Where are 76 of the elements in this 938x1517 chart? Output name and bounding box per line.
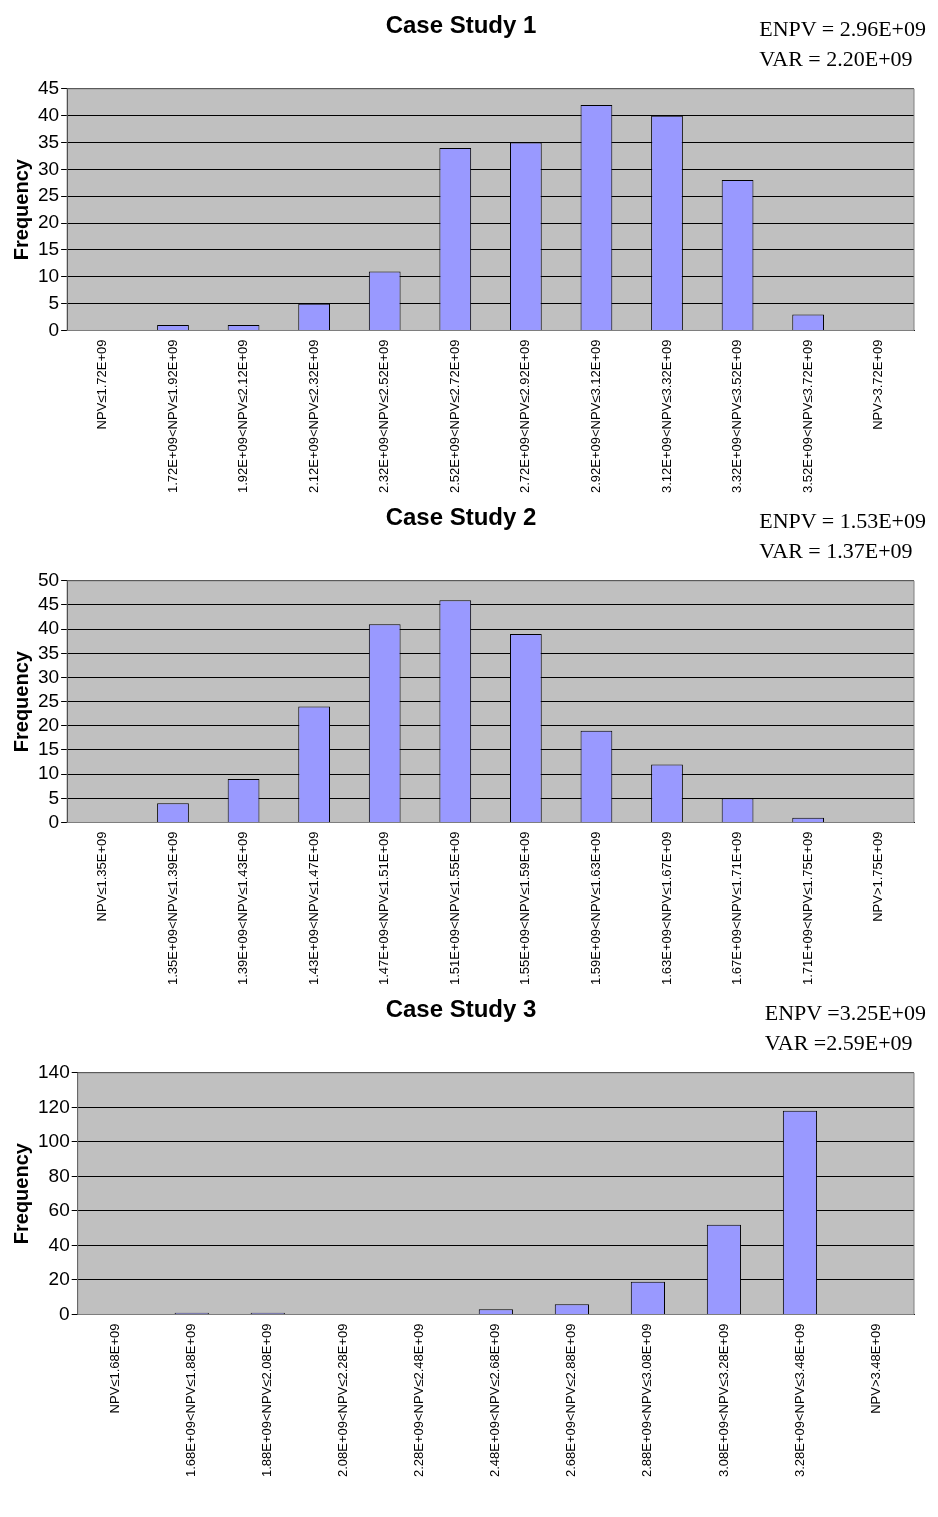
y-tick-label: 45 [37,77,60,99]
text: ENPV = 1.53E+09 [759,507,926,535]
x-tick-label: 1.35E+09<NPV≤1.39E+09 [164,831,180,986]
x-tick-label: 3.12E+09<NPV≤3.32E+09 [658,339,674,494]
y-tick-label: 10 [37,762,60,784]
y-tick-label: 35 [37,130,60,152]
y-tick-label: 10 [37,265,60,287]
y-axis-title: Frequency [9,158,32,261]
x-tick-label: 3.08E+09<NPV≤3.28E+09 [715,1323,731,1478]
y-tick-label: 15 [37,738,60,760]
y-tick-label: 35 [37,641,60,663]
chart-title: Case Study 1 [385,11,537,39]
x-tick-label: 1.39E+09<NPV≤1.43E+09 [235,831,251,986]
y-tick-label: 20 [37,211,60,233]
x-tick-label: 2.12E+09<NPV≤2.32E+09 [305,339,321,494]
x-tick-label: 2.88E+09<NPV≤3.08E+09 [639,1323,655,1478]
x-tick-label: NPV≤1.72E+09 [94,339,109,430]
chart-title: Case Study 2 [385,503,537,531]
y-tick-label: 5 [48,291,60,313]
y-tick-label: 40 [37,103,60,125]
x-tick-label: 1.67E+09<NPV≤1.71E+09 [729,831,745,986]
chart-title: Case Study 3 [385,995,537,1023]
x-tick-label: 3.32E+09<NPV≤3.52E+09 [729,339,745,494]
y-tick-label: 30 [37,157,60,179]
x-tick-label: 1.43E+09<NPV≤1.47E+09 [305,831,321,986]
x-tick-label: NPV>3.48E+09 [867,1323,883,1414]
x-tick-label: 1.72E+09<NPV≤1.92E+09 [164,339,180,494]
x-tick-label: 1.51E+09<NPV≤1.55E+09 [446,831,462,986]
y-axis-title: Frequency [9,1142,32,1245]
x-tick-label: 1.71E+09<NPV≤1.75E+09 [799,831,815,986]
y-tick-label: 30 [37,665,60,687]
y-tick-label: 40 [48,1233,70,1255]
x-tick-label: 1.68E+09<NPV≤1.88E+09 [183,1323,199,1478]
text: VAR = 2.20E+09 [759,45,914,73]
x-tick-label: 2.28E+09<NPV≤2.48E+09 [411,1323,427,1478]
x-tick-label: 2.32E+09<NPV≤2.52E+09 [376,339,392,494]
y-tick-label: 100 [38,1130,70,1152]
y-tick-label: 5 [48,786,60,808]
text: ENPV =3.25E+09 [764,999,926,1027]
y-tick-label: 60 [48,1199,70,1221]
y-tick-label: 45 [37,593,60,615]
text: ENPV = 2.96E+09 [759,15,926,43]
text: VAR = 1.37E+09 [759,537,914,565]
y-tick-label: 25 [37,689,60,711]
y-tick-label: 40 [37,617,60,639]
text: VAR =2.59E+09 [764,1029,914,1057]
x-tick-label: NPV≤1.35E+09 [94,831,109,922]
x-tick-label: 2.08E+09<NPV≤2.28E+09 [335,1323,351,1478]
x-tick-label: NPV>3.72E+09 [870,339,886,430]
y-tick-label: 140 [38,1061,70,1083]
x-tick-label: 3.28E+09<NPV≤3.48E+09 [791,1323,807,1478]
y-tick-label: 80 [48,1164,70,1186]
x-tick-label: 1.63E+09<NPV≤1.67E+09 [658,831,674,986]
y-tick-label: 0 [48,810,60,832]
x-tick-label: 2.52E+09<NPV≤2.72E+09 [446,339,462,494]
y-tick-label: 120 [38,1095,70,1117]
y-tick-label: 50 [37,569,60,591]
x-tick-label: NPV>1.75E+09 [870,831,886,922]
x-tick-label: 1.47E+09<NPV≤1.51E+09 [376,831,392,986]
x-tick-label: 3.52E+09<NPV≤3.72E+09 [799,339,815,494]
y-tick-label: 15 [37,238,60,260]
x-tick-label: 2.68E+09<NPV≤2.88E+09 [563,1323,579,1478]
y-tick-label: 20 [37,714,60,736]
y-tick-label: 0 [48,318,60,340]
y-tick-label: 25 [37,184,60,206]
x-tick-label: 1.92E+09<NPV≤2.12E+09 [235,339,251,494]
x-tick-label: 2.48E+09<NPV≤2.68E+09 [487,1323,503,1478]
y-tick-label: 20 [48,1268,70,1290]
y-tick-label: 0 [59,1302,70,1324]
x-tick-label: 2.72E+09<NPV≤2.92E+09 [517,339,533,494]
y-axis-title: Frequency [9,650,32,753]
x-tick-label: NPV≤1.68E+09 [107,1323,123,1414]
x-tick-label: 2.92E+09<NPV≤3.12E+09 [588,339,603,494]
x-tick-label: 1.88E+09<NPV≤2.08E+09 [259,1323,275,1478]
x-tick-label: 1.55E+09<NPV≤1.59E+09 [517,831,533,986]
x-tick-label: 1.59E+09<NPV≤1.63E+09 [588,831,603,986]
